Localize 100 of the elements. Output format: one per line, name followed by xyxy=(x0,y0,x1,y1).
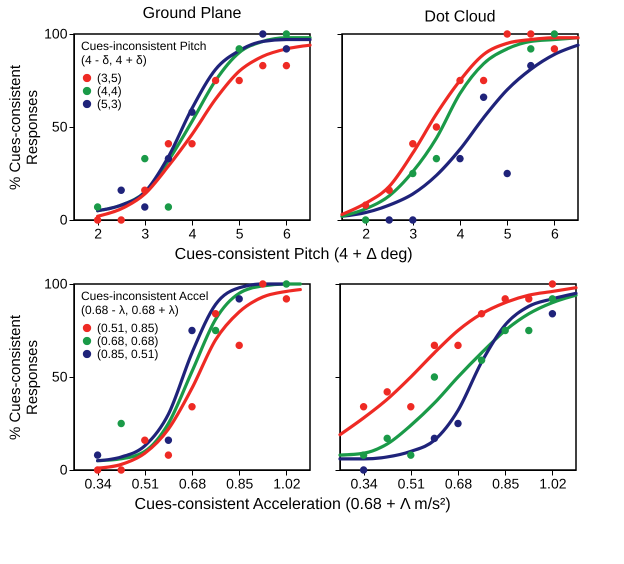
point xyxy=(212,310,220,318)
point xyxy=(383,434,391,442)
point xyxy=(94,216,102,224)
point xyxy=(362,201,370,209)
point xyxy=(282,62,290,70)
point xyxy=(432,154,440,162)
point xyxy=(94,451,102,459)
y-tick-label: 0 xyxy=(60,462,68,478)
point xyxy=(141,186,149,194)
chart-title: Dot Cloud xyxy=(424,8,496,26)
point xyxy=(407,451,415,459)
legend-title: Cues-inconsistent Accel (0.68 - λ, 0.68 + λ) xyxy=(81,289,208,317)
point xyxy=(454,342,462,350)
point xyxy=(235,342,243,350)
x-tick-label: 2 xyxy=(94,226,102,242)
point xyxy=(550,45,558,53)
point xyxy=(432,123,440,131)
x-tick-label: 0.85 xyxy=(492,476,520,492)
point xyxy=(550,30,558,38)
point xyxy=(141,436,149,444)
x-tick-label: 0.34 xyxy=(350,476,378,492)
y-tick-label: 100 xyxy=(44,276,68,292)
point xyxy=(164,140,172,148)
point xyxy=(117,420,125,428)
x-axis-title: Cues-consistent Acceleration (0.68 + Λ m/s²) xyxy=(134,496,451,513)
point xyxy=(259,30,267,38)
point xyxy=(188,140,196,148)
x-tick-label: 0.51 xyxy=(398,476,426,492)
point xyxy=(525,326,533,334)
y-tick-label: 0 xyxy=(60,212,68,228)
point xyxy=(409,170,417,178)
x-tick-label: 0.68 xyxy=(178,476,206,492)
point xyxy=(282,295,290,303)
legend-label: (3,5) xyxy=(97,71,122,85)
point xyxy=(527,62,535,70)
point xyxy=(94,466,102,474)
x-tick-label: 4 xyxy=(456,226,465,242)
point xyxy=(188,403,196,410)
point xyxy=(117,216,125,224)
y-axis-title: % Cues-consistent Responses xyxy=(7,314,42,440)
x-tick-label: 0.51 xyxy=(132,476,160,492)
chart-title: Ground Plane xyxy=(142,5,242,22)
x-tick-label: 0.34 xyxy=(84,476,112,492)
point xyxy=(409,140,417,148)
point xyxy=(456,76,464,84)
x-tick-label: 6 xyxy=(283,226,291,242)
legend-title: Cues-inconsistent Pitch (4 - δ, 4 + δ) xyxy=(81,39,206,67)
point xyxy=(480,76,488,84)
legend-label: (4,4) xyxy=(97,84,122,98)
x-tick-label: 3 xyxy=(141,226,150,242)
point xyxy=(456,154,464,162)
point xyxy=(212,326,220,334)
point xyxy=(503,30,511,38)
point xyxy=(235,295,243,303)
x-tick-label: 0.68 xyxy=(444,476,472,492)
point xyxy=(501,326,509,334)
point xyxy=(525,295,533,303)
legend-label: (0.51, 0.85) xyxy=(97,321,158,335)
y-tick-label: 50 xyxy=(52,368,68,384)
point xyxy=(501,295,509,303)
y-tick-label: 50 xyxy=(52,118,68,134)
point xyxy=(164,451,172,459)
point xyxy=(478,310,486,318)
legend-label: (5,3) xyxy=(97,97,122,111)
point xyxy=(454,420,462,428)
point xyxy=(235,45,243,53)
point xyxy=(548,295,556,303)
point xyxy=(478,356,486,364)
y-tick-label: 100 xyxy=(44,26,68,42)
point xyxy=(164,436,172,444)
legend-label: (0.68, 0.68) xyxy=(97,334,158,348)
point xyxy=(282,45,290,53)
point xyxy=(385,216,393,224)
x-tick-label: 0.85 xyxy=(226,476,254,492)
x-tick-label: 4 xyxy=(188,226,197,242)
point xyxy=(235,76,243,84)
point xyxy=(117,186,125,194)
point xyxy=(548,310,556,318)
x-axis-title: Cues-consistent Pitch (4 + Δ deg) xyxy=(174,246,413,263)
point xyxy=(430,342,438,350)
legend-label: (0.85, 0.51) xyxy=(97,347,158,361)
point xyxy=(188,108,196,116)
x-tick-label: 5 xyxy=(504,226,512,242)
x-tick-label: 5 xyxy=(236,226,244,242)
y-axis-title: % Cues-consistent Responses xyxy=(7,64,42,190)
point xyxy=(259,280,267,288)
x-tick-label: 6 xyxy=(551,226,559,242)
point xyxy=(548,280,556,288)
point xyxy=(164,203,172,211)
point xyxy=(407,403,415,410)
x-tick-label: 1.02 xyxy=(273,476,301,492)
point xyxy=(282,280,290,288)
point xyxy=(360,466,368,474)
x-tick-label: 2 xyxy=(362,226,370,242)
point xyxy=(360,403,368,410)
point xyxy=(503,170,511,178)
x-tick-label: 3 xyxy=(409,226,418,242)
point xyxy=(430,434,438,442)
point xyxy=(360,451,368,459)
point xyxy=(117,466,125,474)
